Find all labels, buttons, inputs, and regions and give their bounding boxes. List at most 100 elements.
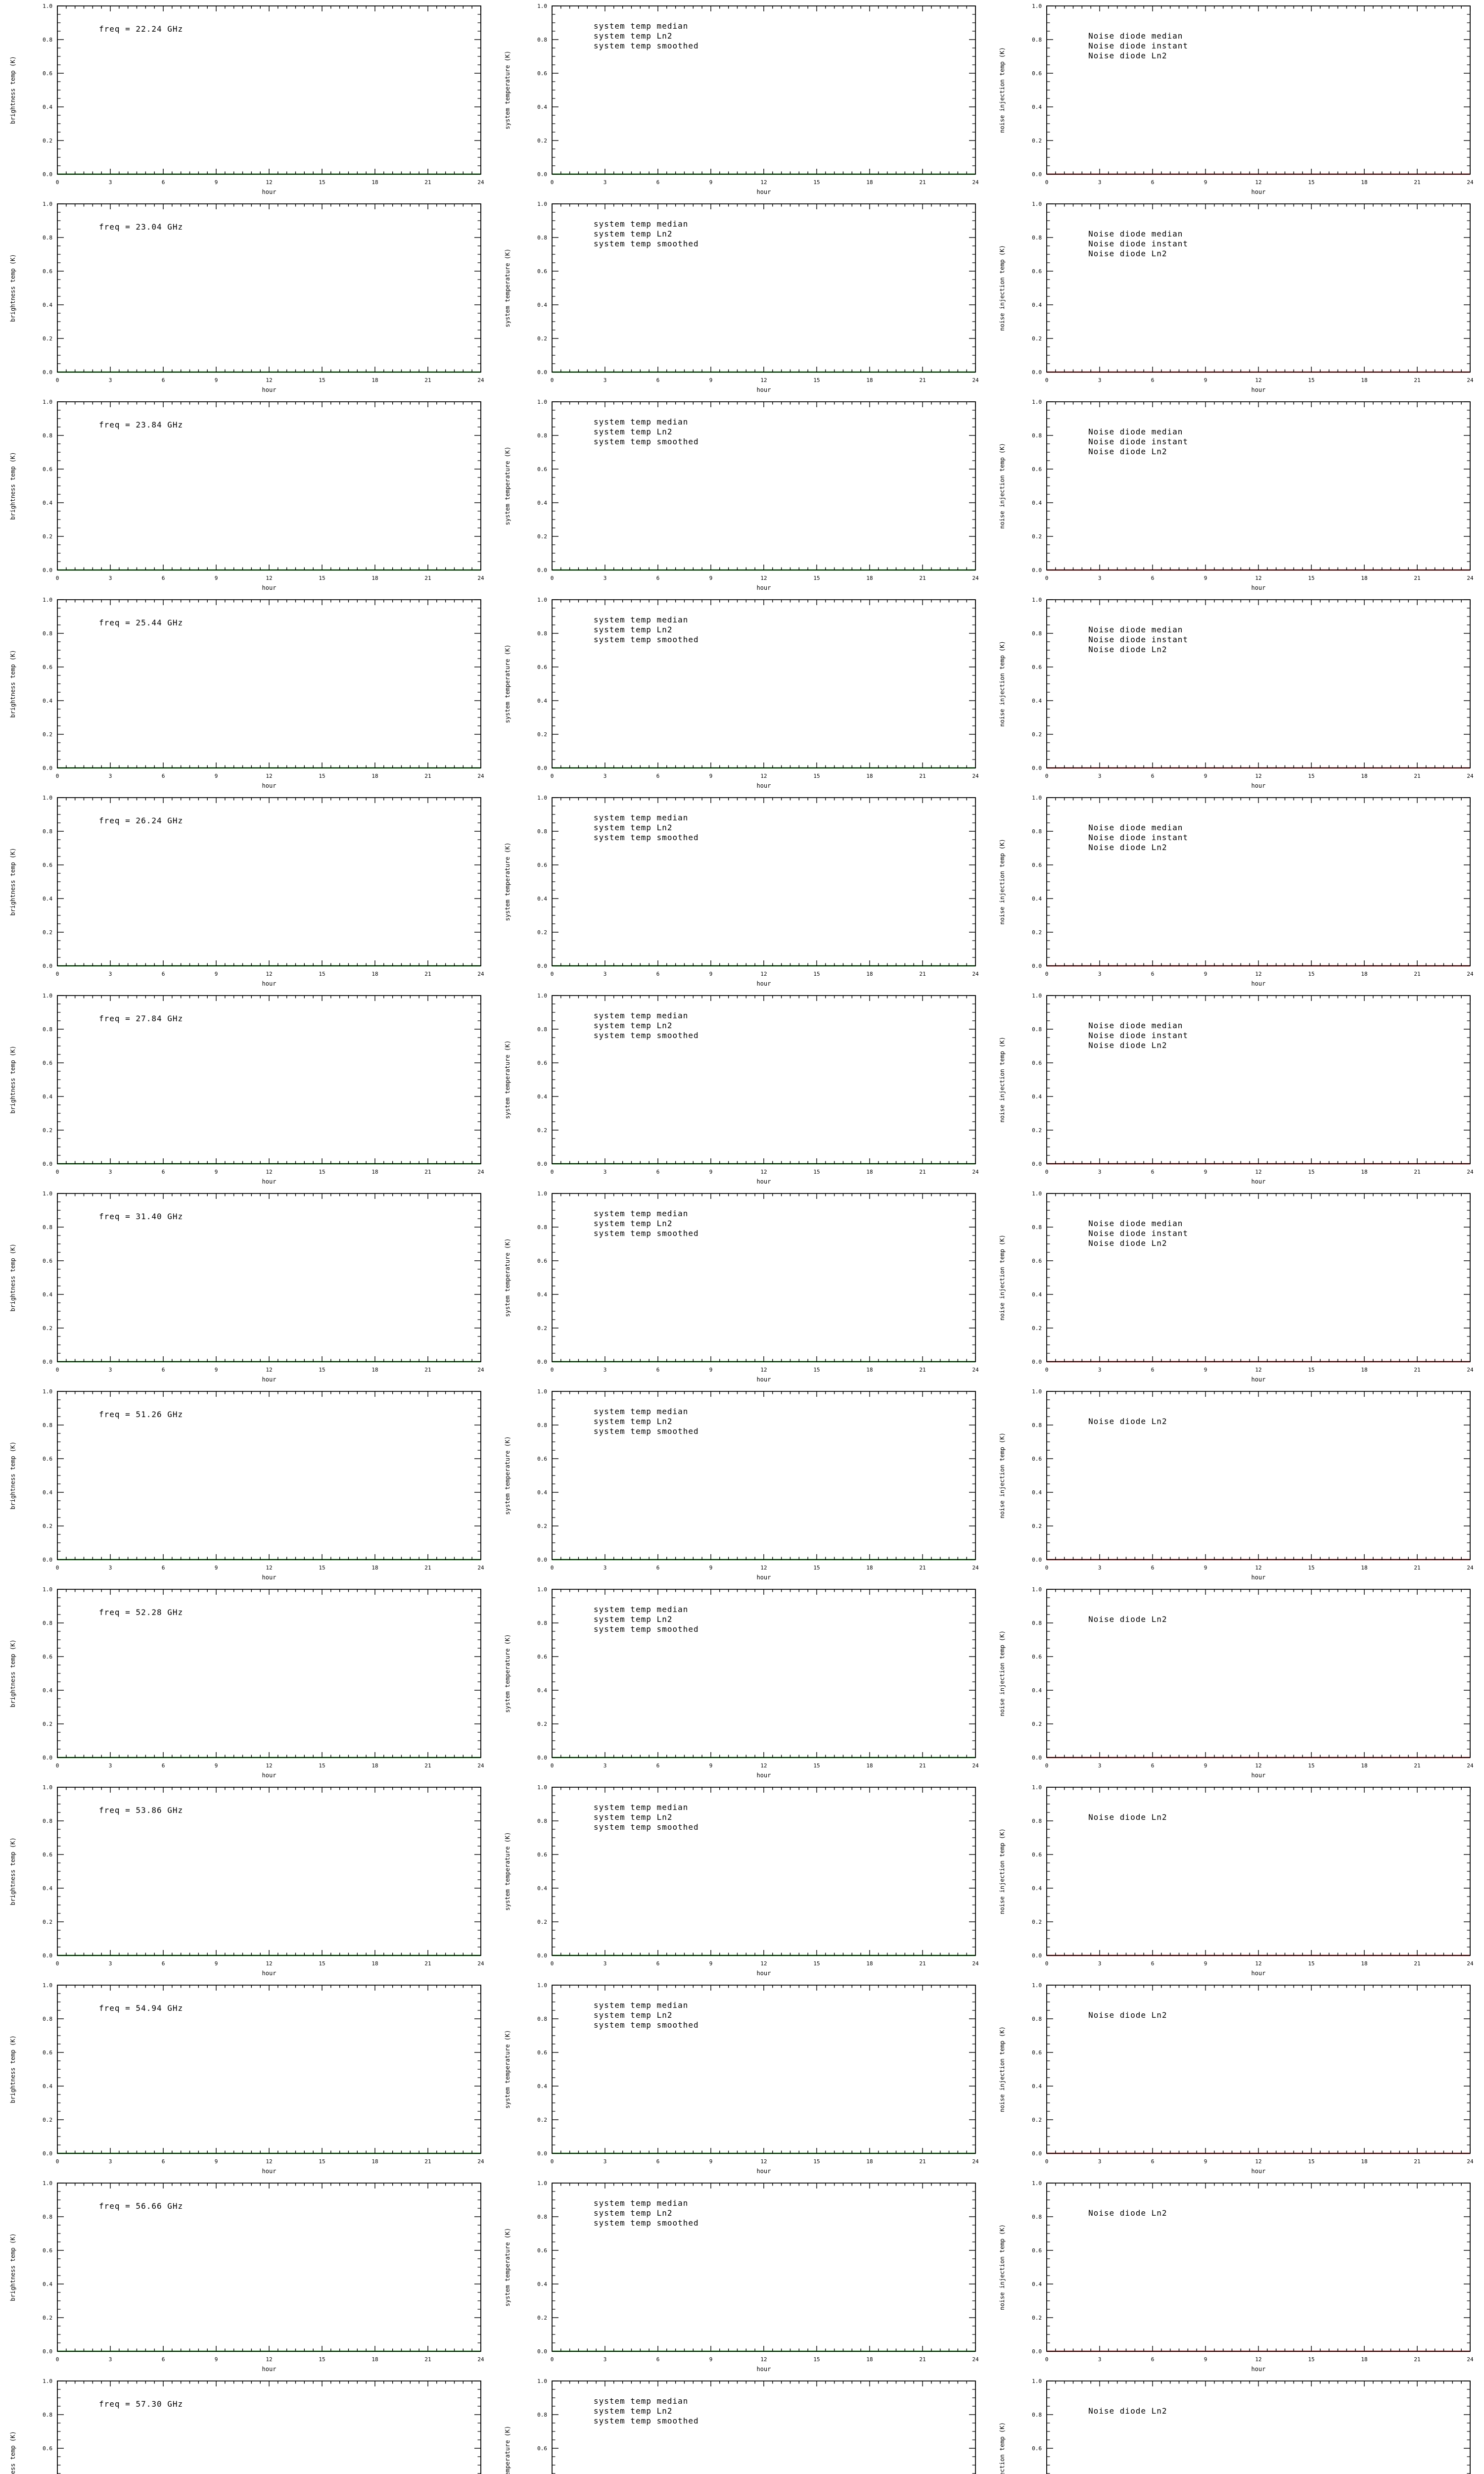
x-tick-label: 12 [1255,1960,1261,1967]
x-tick-label: 15 [319,2158,325,2165]
x-tick-label: 6 [1151,179,1155,186]
y-tick-label: 0.4 [537,104,547,110]
y-tick-label: 1.0 [43,993,52,999]
x-tick-label: 6 [1151,575,1155,581]
x-tick-label: 3 [603,1960,607,1967]
y-tick-label: 0.2 [537,1523,547,1529]
x-tick-label: 15 [1308,179,1314,186]
legend-entry-system-temp-smoothed: system temp smoothed [594,1822,699,1832]
x-tick-label: 3 [603,1565,607,1571]
y-tick-label: 0.0 [1032,1952,1042,1959]
x-tick-label: 21 [1414,377,1420,383]
legend-entry-system-temp-ln2: system temp Ln2 [594,1615,673,1624]
y-tick-label: 0.2 [1032,1721,1042,1727]
y-tick-label: 1.0 [537,399,547,405]
y-tick-label: 0.2 [537,1919,547,1925]
y-tick-label: 0.6 [1032,1456,1042,1462]
legend-entry-system-temp-ln2: system temp Ln2 [594,1219,673,1228]
x-tick-label: 0 [551,575,554,581]
x-tick-label: 24 [972,179,979,186]
x-axis-title: hour [757,1574,771,1581]
y-tick-label: 0.4 [1032,302,1042,308]
x-tick-label: 24 [972,1169,979,1175]
x-tick-label: 15 [813,575,820,581]
y-axis-title: brightness temp (K) [9,452,16,520]
y-tick-label: 0.0 [43,1952,52,1959]
y-tick-label: 0.4 [43,1094,52,1100]
y-tick-label: 0.6 [43,1852,52,1858]
x-tick-label: 18 [1361,179,1367,186]
panel-row6-c2-freq-27.84: 0 3 6 9 12 15 18 21 24 hour 0.0 0.2 0.4 0.6 0.8 1.0 syst… [495,990,989,1188]
panel-row4-c3-freq-25.44: 0 3 6 9 12 15 18 21 24 hour 0.0 0.2 0.4 0.6 0.8 1.0 nois… [989,594,1484,792]
y-tick-label: 0.0 [537,1755,547,1761]
x-tick-label: 3 [109,773,112,779]
x-tick-label: 24 [972,1565,979,1571]
y-tick-label: 0.6 [1032,1654,1042,1660]
legend-entry-system-temp-ln2: system temp Ln2 [594,229,673,238]
y-tick-label: 1.0 [43,3,52,9]
y-tick-label: 1.0 [537,3,547,9]
x-tick-label: 24 [477,1762,484,1769]
x-tick-label: 15 [319,1960,325,1967]
y-tick-label: 0.8 [537,1818,547,1824]
x-tick-label: 18 [866,377,873,383]
y-tick-label: 0.8 [1032,235,1042,241]
y-tick-label: 1.0 [43,1982,52,1989]
x-tick-label: 9 [709,1565,713,1571]
legend-entry-system-temp-smoothed: system temp smoothed [594,1031,699,1040]
y-tick-label: 0.4 [43,1291,52,1298]
legend-entry-noise-diode-instant: Noise diode instant [1088,1031,1188,1040]
legend-entry-system-temp-median: system temp median [594,1209,688,1218]
x-tick-label: 6 [162,575,165,581]
x-tick-label: 0 [56,773,59,779]
x-tick-label: 12 [760,179,767,186]
x-axis-title: hour [262,1574,277,1581]
x-tick-label: 21 [1414,1960,1420,1967]
legend-entry-system-temp-smoothed: system temp smoothed [594,41,699,50]
x-tick-label: 9 [709,377,713,383]
x-tick-label: 15 [813,377,820,383]
y-tick-label: 0.8 [43,432,52,439]
y-tick-label: 1.0 [43,597,52,603]
y-tick-label: 0.2 [537,533,547,540]
x-tick-label: 9 [215,1762,218,1769]
legend-entry-noise-diode-ln2: Noise diode Ln2 [1088,1417,1167,1426]
x-tick-label: 21 [919,1367,926,1373]
x-tick-label: 6 [162,1169,165,1175]
x-axis-title: hour [757,782,771,789]
x-tick-label: 15 [1308,575,1314,581]
y-tick-label: 0.4 [537,1687,547,1694]
y-axis-title: noise injection temp (K) [999,1630,1006,1716]
y-tick-label: 0.0 [43,765,52,771]
x-tick-label: 0 [1045,1762,1049,1769]
y-tick-label: 0.8 [537,432,547,439]
panel-row2-c2-freq-23.04: 0 3 6 9 12 15 18 21 24 hour 0.0 0.2 0.4 0.6 0.8 1.0 syst… [495,198,989,396]
x-tick-label: 18 [371,179,378,186]
y-tick-label: 0.0 [43,1161,52,1167]
x-tick-label: 3 [603,1169,607,1175]
x-tick-label: 6 [162,1762,165,1769]
x-tick-label: 0 [551,377,554,383]
x-axis-title: hour [757,1178,771,1185]
x-tick-label: 9 [215,971,218,977]
legend-entry-noise-diode-ln2: Noise diode Ln2 [1088,1238,1167,1248]
x-axis-title: hour [1252,1970,1266,1977]
y-tick-label: 0.0 [537,963,547,969]
x-tick-label: 15 [319,179,325,186]
x-tick-label: 12 [760,377,767,383]
y-tick-label: 1.0 [1032,399,1042,405]
x-tick-label: 9 [1204,179,1207,186]
y-tick-label: 0.0 [1032,1161,1042,1167]
x-tick-label: 18 [866,1960,873,1967]
y-tick-label: 0.0 [43,1359,52,1365]
y-tick-label: 1.0 [43,1190,52,1197]
y-tick-label: 1.0 [537,1190,547,1197]
x-tick-label: 6 [162,1565,165,1571]
y-tick-label: 0.6 [43,466,52,473]
y-tick-label: 0.6 [1032,1852,1042,1858]
x-tick-label: 24 [972,575,979,581]
freq-label: freq = 51.26 GHz [99,1410,183,1419]
y-axis-title: noise injection temp (K) [999,1432,1006,1518]
y-tick-label: 0.0 [1032,171,1042,178]
x-tick-label: 3 [109,1762,112,1769]
